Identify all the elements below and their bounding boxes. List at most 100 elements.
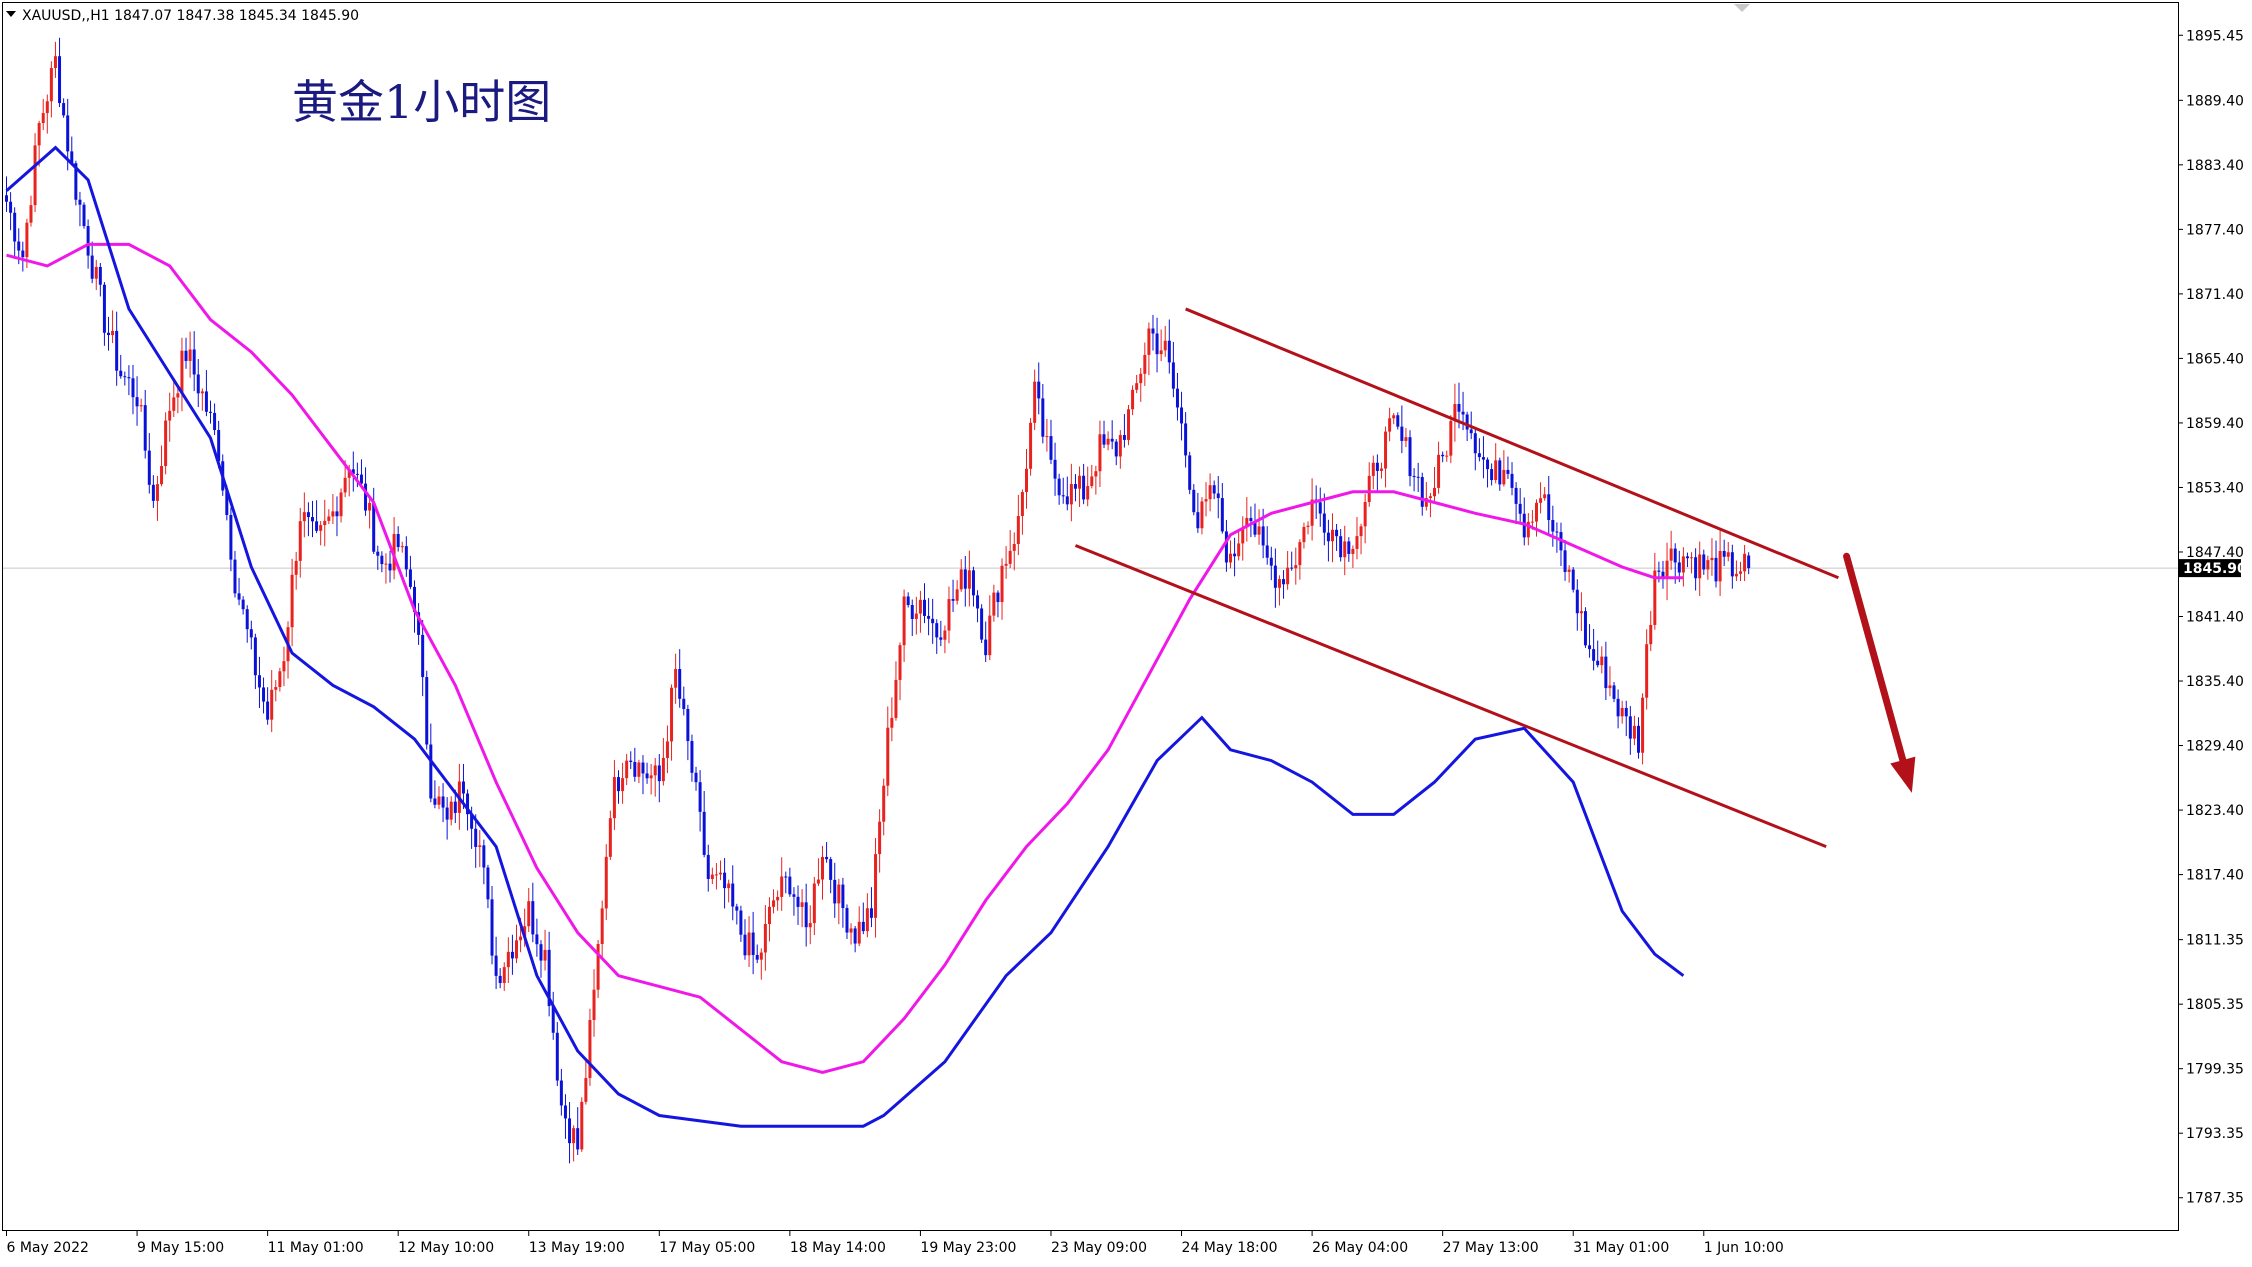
candle-body xyxy=(621,778,625,792)
candle-body xyxy=(1379,468,1383,471)
candle-body xyxy=(1167,340,1171,363)
scroll-marker-icon[interactable] xyxy=(1734,4,1750,12)
candle-body xyxy=(1486,459,1490,470)
candle-body xyxy=(21,250,25,258)
candle-body xyxy=(1269,557,1273,566)
candle-body xyxy=(1563,550,1567,572)
candle-body xyxy=(898,645,902,680)
candle-body xyxy=(413,586,416,613)
candle-body xyxy=(168,410,172,421)
candle-body xyxy=(1224,531,1228,563)
candle-body xyxy=(123,376,127,378)
candle-body xyxy=(494,955,498,976)
candle-body xyxy=(155,484,159,501)
candle-body xyxy=(1151,328,1155,334)
candle-body xyxy=(1465,414,1469,430)
candle-body xyxy=(1069,484,1073,505)
candle-body xyxy=(1698,554,1702,579)
candle-body xyxy=(1061,495,1065,497)
candle-body xyxy=(200,391,204,394)
candle-body xyxy=(339,492,343,517)
candle-body xyxy=(1196,512,1200,529)
candle-body xyxy=(1339,536,1343,558)
candle-body xyxy=(1204,499,1208,502)
candle-body xyxy=(445,807,449,820)
candle-body xyxy=(1106,438,1110,445)
candle-body xyxy=(902,596,906,646)
candle-body xyxy=(1159,350,1163,355)
channel-upper-line[interactable] xyxy=(1185,307,1839,580)
candle-body xyxy=(1437,454,1441,488)
candle-body xyxy=(70,151,74,164)
candle-body xyxy=(1449,420,1453,456)
arrow-head-icon xyxy=(1890,756,1916,793)
candle-body xyxy=(559,1080,563,1106)
candle-body xyxy=(180,350,184,394)
candle-body xyxy=(441,796,445,808)
candle-body xyxy=(1298,542,1302,566)
candle-body xyxy=(1661,571,1665,579)
candle-body xyxy=(1094,471,1098,477)
candle-body xyxy=(955,589,959,601)
candle-body xyxy=(233,559,237,594)
candle-body xyxy=(1347,541,1351,554)
candle-body xyxy=(380,555,384,565)
x-tick-label: 31 May 01:00 xyxy=(1573,1240,1669,1256)
candle-body xyxy=(192,349,196,375)
candle-body xyxy=(706,854,710,879)
candle-body xyxy=(470,814,474,829)
candle-body xyxy=(829,859,833,880)
candle-body xyxy=(1530,521,1534,523)
candle-body xyxy=(869,908,873,918)
candle-body xyxy=(58,56,62,104)
arrow-shaft xyxy=(1843,552,1907,764)
candle-body xyxy=(278,671,282,688)
candle-body xyxy=(1343,541,1347,558)
candle-body xyxy=(408,569,412,587)
candle-body xyxy=(1020,492,1024,517)
symbol-dropdown-icon[interactable] xyxy=(6,11,16,17)
candle-body xyxy=(1114,441,1118,457)
candle-body xyxy=(25,222,29,258)
candle-body xyxy=(555,1032,559,1081)
channel-lower-line[interactable] xyxy=(1074,544,1827,849)
candle-body xyxy=(1739,571,1742,574)
candle-body xyxy=(1326,532,1330,542)
candle-body xyxy=(302,512,306,522)
candle-body xyxy=(107,332,110,336)
candle-body xyxy=(388,563,392,571)
forecast-arrow[interactable] xyxy=(1843,552,1916,793)
candle-body xyxy=(515,940,518,959)
candle-body xyxy=(1694,557,1698,579)
candle-body xyxy=(943,630,947,640)
candle-body xyxy=(714,874,718,876)
x-tick-label: 13 May 19:00 xyxy=(529,1240,625,1256)
candle-body xyxy=(1318,502,1322,514)
candle-body xyxy=(1498,460,1502,485)
candle-body xyxy=(572,1128,576,1144)
candle-body xyxy=(914,613,918,619)
candle-body xyxy=(1143,354,1147,374)
candle-body xyxy=(1400,426,1404,441)
candle-body xyxy=(1282,579,1286,585)
candle-body xyxy=(637,762,641,777)
candle-body xyxy=(1469,429,1473,434)
candle-body xyxy=(698,782,702,812)
candle-body xyxy=(1351,548,1355,554)
candle-body xyxy=(641,762,645,774)
candle-body xyxy=(963,569,967,589)
candle-body xyxy=(1037,381,1041,399)
candle-body xyxy=(17,241,21,251)
candle-body xyxy=(164,420,168,467)
candle-body xyxy=(861,921,865,932)
y-tick-label: 1895.45 xyxy=(2186,28,2244,44)
candle-body xyxy=(1718,550,1722,582)
candle-body xyxy=(9,201,13,213)
candle-body xyxy=(1355,536,1359,549)
candle-body xyxy=(1416,476,1420,478)
candle-body xyxy=(1000,565,1004,603)
candle-body xyxy=(1518,503,1522,514)
candle-body xyxy=(1057,478,1061,496)
candle-body xyxy=(1428,496,1432,499)
